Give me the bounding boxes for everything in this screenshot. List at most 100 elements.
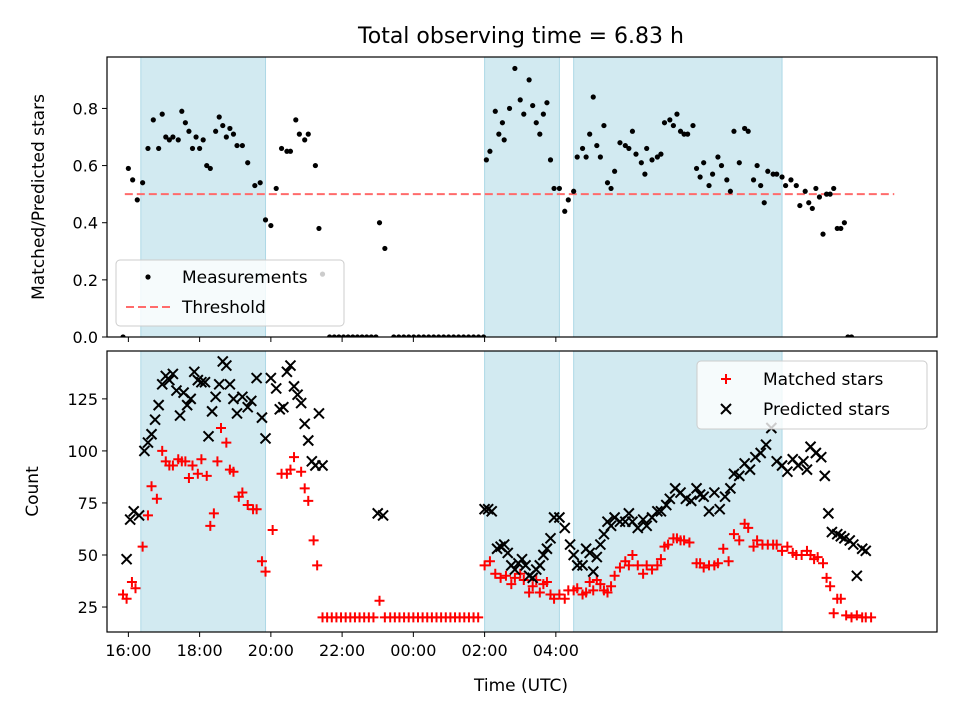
predicted-star-marker bbox=[851, 570, 863, 582]
y-tick-label: 0.6 bbox=[73, 157, 98, 176]
predicted-star-marker bbox=[703, 505, 715, 517]
predicted-star-marker bbox=[195, 376, 208, 388]
measurement-point bbox=[120, 334, 126, 337]
matched-star-marker bbox=[260, 566, 271, 577]
measurement-point bbox=[770, 171, 776, 177]
chart-title: Total observing time = 6.83 h bbox=[357, 24, 684, 49]
measurement-point bbox=[134, 197, 140, 203]
predicted-star-marker bbox=[224, 378, 236, 391]
measurement-point bbox=[431, 334, 437, 337]
measurement-point bbox=[406, 334, 412, 337]
predicted-star-marker bbox=[291, 389, 304, 401]
predicted-star-marker bbox=[847, 538, 859, 551]
matched-star-marker bbox=[627, 549, 638, 560]
measurement-point bbox=[517, 97, 523, 103]
measurement-point bbox=[186, 128, 192, 134]
predicted-star-marker bbox=[576, 559, 589, 572]
measurement-point bbox=[644, 145, 650, 152]
y-tick-label: 25 bbox=[78, 598, 98, 617]
measurement-point bbox=[278, 145, 285, 152]
observing-window bbox=[573, 57, 783, 337]
measurement-point bbox=[426, 334, 432, 337]
measurement-point bbox=[441, 334, 447, 337]
predicted-star-marker bbox=[188, 366, 200, 378]
predicted-star-marker bbox=[245, 395, 257, 407]
measurement-point bbox=[150, 117, 156, 123]
measurement-point bbox=[207, 165, 213, 172]
measurement-point bbox=[848, 334, 855, 337]
matched-star-marker bbox=[663, 539, 674, 550]
measurement-point bbox=[658, 151, 664, 157]
matched-star-marker bbox=[212, 456, 223, 467]
measurement-point bbox=[345, 334, 351, 337]
measurement-point bbox=[622, 142, 628, 149]
measurement-point bbox=[391, 334, 397, 337]
measurement-point bbox=[774, 171, 780, 177]
measurement-point bbox=[783, 182, 789, 189]
measurement-point bbox=[761, 200, 767, 206]
predicted-star-marker bbox=[559, 522, 571, 534]
matched-star-marker bbox=[374, 595, 385, 606]
predicted-star-marker bbox=[815, 451, 827, 463]
matched-star-marker bbox=[647, 564, 658, 575]
predicted-star-marker bbox=[265, 372, 277, 384]
matched-star-marker bbox=[157, 445, 168, 456]
predicted-star-marker bbox=[227, 393, 240, 405]
predicted-star-marker bbox=[298, 418, 311, 430]
matched-star-marker bbox=[712, 558, 723, 569]
predicted-star-marker bbox=[516, 553, 528, 565]
matched-star-marker bbox=[312, 560, 323, 571]
measurement-point bbox=[827, 191, 833, 197]
measurement-point bbox=[537, 131, 543, 137]
matched-star-marker bbox=[572, 583, 583, 594]
measurement-point bbox=[213, 128, 219, 134]
predicted-star-marker bbox=[209, 391, 222, 403]
predicted-star-marker bbox=[640, 520, 653, 532]
measurement-point bbox=[512, 65, 518, 72]
measurement-point bbox=[156, 145, 162, 152]
predicted-star-marker bbox=[860, 545, 872, 557]
measurement-point bbox=[745, 128, 751, 134]
matched-star-marker bbox=[180, 456, 191, 467]
y-tick-label: 75 bbox=[78, 494, 98, 513]
matched-star-marker bbox=[614, 562, 625, 573]
measurement-point bbox=[813, 185, 819, 192]
measurement-point bbox=[727, 188, 733, 194]
predicted-star-marker bbox=[623, 507, 635, 520]
measurement-point bbox=[499, 120, 506, 126]
matched-star-marker bbox=[584, 577, 595, 588]
predicted-star-marker bbox=[295, 397, 307, 409]
predicted-star-marker bbox=[733, 470, 746, 482]
matched-star-marker bbox=[748, 541, 759, 552]
predicted-star-marker bbox=[498, 538, 510, 551]
measurement-point bbox=[262, 217, 269, 223]
matched-star-marker bbox=[821, 572, 832, 583]
matched-star-marker bbox=[559, 593, 570, 604]
x-tick-label: 22:00 bbox=[319, 641, 365, 660]
measurement-point bbox=[287, 148, 294, 154]
measurement-point bbox=[661, 120, 668, 126]
matched-star-marker bbox=[192, 468, 203, 479]
matched-star-marker bbox=[187, 460, 198, 471]
matched-star-marker bbox=[866, 612, 877, 623]
measurement-point bbox=[633, 151, 639, 157]
matched-star-marker bbox=[818, 558, 829, 569]
measurement-point bbox=[359, 334, 365, 337]
predicted-star-marker bbox=[242, 401, 254, 413]
matched-star-marker bbox=[679, 535, 690, 546]
measurement-point bbox=[336, 334, 342, 337]
matched-star-marker bbox=[251, 504, 262, 515]
measurement-point bbox=[396, 334, 402, 337]
measurement-point bbox=[715, 154, 721, 160]
matched-star-marker bbox=[606, 581, 617, 592]
predicted-star-marker bbox=[152, 399, 165, 411]
matched-star-marker bbox=[588, 585, 599, 596]
predicted-star-marker bbox=[719, 490, 731, 503]
matched-star-marker bbox=[208, 508, 219, 519]
ratio-panel: 0.0 0.2 0.4 0.6 0.8 Matched/Predicted stars Me… bbox=[29, 56, 938, 347]
measurement-point bbox=[521, 111, 527, 117]
measurement-point bbox=[697, 174, 703, 180]
measurement-point bbox=[331, 334, 337, 337]
measurement-point bbox=[685, 131, 691, 137]
matched-star-marker bbox=[130, 583, 141, 594]
